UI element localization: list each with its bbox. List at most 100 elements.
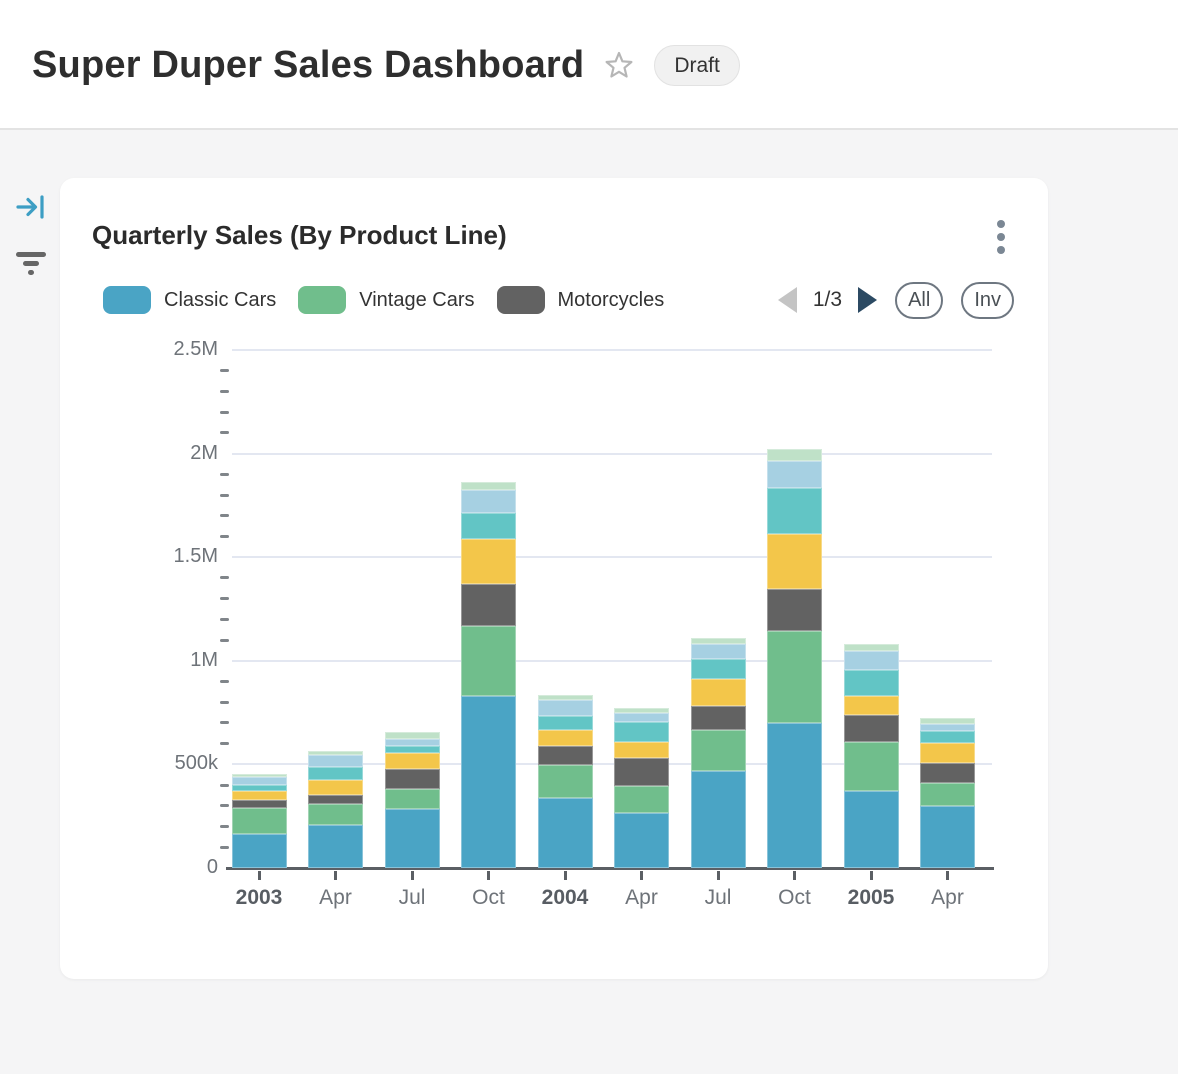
bar-segment-unlabeled-yellow-series[interactable] [920, 743, 975, 763]
bar-segment-unlabeled-lightblue-series[interactable] [767, 461, 822, 489]
bar-segment-motorcycles[interactable] [461, 584, 516, 626]
x-axis-tick [946, 871, 949, 880]
collapse-panel-icon[interactable] [14, 190, 48, 224]
status-badge[interactable]: Draft [654, 44, 740, 87]
bar-segment-classic-cars[interactable] [690, 771, 746, 868]
legend-item-classic-cars[interactable]: Classic Cars [103, 286, 276, 314]
y-axis-tick-label: 0 [206, 856, 218, 878]
bar-segment-classic-cars[interactable] [920, 806, 975, 868]
bar-segment-vintage-cars[interactable] [614, 785, 669, 814]
bar-segment-classic-cars[interactable] [308, 824, 363, 868]
bar-segment-unlabeled-yellow-series[interactable] [690, 678, 746, 706]
legend-label: Motorcycles [557, 288, 665, 311]
bar-segment-unlabeled-teal-series[interactable] [384, 746, 440, 754]
bar-segment-unlabeled-palegreen-series[interactable] [843, 644, 899, 652]
legend-invert-button[interactable]: Inv [961, 281, 1014, 319]
bar-segment-motorcycles[interactable] [384, 768, 440, 790]
bar-segment-vintage-cars[interactable] [920, 783, 975, 807]
bar-segment-unlabeled-lightblue-series[interactable] [843, 651, 899, 671]
bar-segment-unlabeled-teal-series[interactable] [537, 715, 593, 731]
x-axis-tick [640, 871, 643, 880]
bar-segment-vintage-cars[interactable] [461, 626, 516, 696]
bar-segment-motorcycles[interactable] [537, 746, 593, 765]
chart-title: Quarterly Sales (By Product Line) [92, 220, 507, 250]
bar-segment-unlabeled-palegreen-series[interactable] [614, 708, 669, 713]
legend-next-page-icon[interactable] [858, 287, 878, 313]
bar-segment-unlabeled-lightblue-series[interactable] [614, 712, 669, 723]
bar-segment-unlabeled-lightblue-series[interactable] [384, 738, 440, 747]
bar-segment-motorcycles[interactable] [767, 588, 822, 631]
bar-segment-unlabeled-palegreen-series[interactable] [384, 732, 440, 739]
bar-segment-unlabeled-yellow-series[interactable] [461, 539, 516, 585]
bar-segment-classic-cars[interactable] [231, 833, 287, 868]
favorite-star-icon[interactable] [602, 49, 636, 83]
bar-segment-motorcycles[interactable] [690, 705, 746, 731]
x-axis-tick [487, 871, 490, 880]
bar-segment-unlabeled-yellow-series[interactable] [537, 730, 593, 747]
bar-segment-classic-cars[interactable] [537, 798, 593, 868]
x-axis-category-label: Apr [319, 886, 352, 909]
bar-segment-unlabeled-teal-series[interactable] [614, 722, 669, 743]
bar-segment-vintage-cars[interactable] [384, 789, 440, 810]
bar-segment-motorcycles[interactable] [614, 758, 669, 786]
bar-segment-motorcycles[interactable] [231, 799, 287, 809]
bar-segment-unlabeled-teal-series[interactable] [231, 784, 287, 791]
bar-segment-motorcycles[interactable] [920, 762, 975, 784]
bar-segment-vintage-cars[interactable] [231, 808, 287, 834]
page-title: Super Duper Sales Dashboard [32, 44, 585, 86]
bar-segment-unlabeled-yellow-series[interactable] [767, 534, 822, 589]
bar-segment-classic-cars[interactable] [843, 790, 899, 868]
legend-item-motorcycles[interactable]: Motorcycles [496, 286, 665, 314]
filter-icon[interactable] [14, 246, 48, 280]
bar-segment-unlabeled-lightblue-series[interactable] [920, 723, 975, 732]
bar-segment-classic-cars[interactable] [614, 813, 669, 868]
bar-segment-vintage-cars[interactable] [767, 630, 822, 723]
bar-segment-motorcycles[interactable] [843, 714, 899, 743]
bar-segment-unlabeled-lightblue-series[interactable] [537, 700, 593, 716]
y-axis-minor-tick [220, 742, 229, 746]
bar-segment-unlabeled-teal-series[interactable] [767, 488, 822, 534]
bar-segment-unlabeled-yellow-series[interactable] [614, 742, 669, 758]
bar-segment-unlabeled-lightblue-series[interactable] [231, 777, 287, 785]
bar-segment-unlabeled-yellow-series[interactable] [843, 695, 899, 715]
bar-segment-unlabeled-teal-series[interactable] [843, 670, 899, 696]
legend-prev-page-icon[interactable] [777, 287, 797, 313]
x-axis-tick [410, 871, 414, 880]
bar-segment-unlabeled-palegreen-series[interactable] [231, 774, 287, 778]
bar-segment-unlabeled-lightblue-series[interactable] [690, 644, 746, 659]
bar-segment-unlabeled-teal-series[interactable] [461, 513, 516, 540]
bar-segment-motorcycles[interactable] [308, 794, 363, 804]
bar-segment-unlabeled-lightblue-series[interactable] [308, 755, 363, 768]
bar-segment-vintage-cars[interactable] [537, 764, 593, 799]
y-axis-minor-tick [220, 431, 229, 435]
y-axis-minor-tick [220, 493, 229, 497]
bar-segment-unlabeled-teal-series[interactable] [690, 658, 746, 679]
x-axis-category-label: 2003 [235, 886, 283, 909]
bar-segment-unlabeled-lightblue-series[interactable] [461, 489, 516, 514]
x-axis-tick [257, 871, 261, 880]
y-axis-tick-label: 2M [190, 441, 218, 464]
bar-segment-vintage-cars[interactable] [308, 803, 363, 825]
bar-segment-unlabeled-yellow-series[interactable] [384, 753, 440, 769]
y-axis-minor-tick [220, 514, 229, 518]
bar-segment-unlabeled-palegreen-series[interactable] [767, 448, 822, 462]
x-axis-category-label: Apr [931, 886, 964, 909]
bar-segment-unlabeled-palegreen-series[interactable] [537, 694, 593, 701]
bar-segment-unlabeled-teal-series[interactable] [308, 767, 363, 780]
bar-segment-classic-cars[interactable] [384, 809, 440, 868]
gridline [232, 556, 992, 559]
bar-segment-unlabeled-palegreen-series[interactable] [690, 637, 746, 645]
legend-select-all-button[interactable]: All [895, 281, 944, 319]
kebab-menu-icon[interactable] [990, 220, 1012, 254]
bar-segment-unlabeled-palegreen-series[interactable] [461, 481, 516, 490]
bar-segment-unlabeled-yellow-series[interactable] [308, 779, 363, 795]
legend-item-vintage-cars[interactable]: Vintage Cars [298, 286, 475, 314]
bar-segment-vintage-cars[interactable] [690, 730, 746, 772]
bar-segment-classic-cars[interactable] [767, 722, 822, 868]
bar-segment-unlabeled-palegreen-series[interactable] [920, 718, 975, 724]
bar-segment-vintage-cars[interactable] [843, 742, 899, 791]
bar-segment-unlabeled-yellow-series[interactable] [231, 790, 287, 800]
bar-segment-unlabeled-palegreen-series[interactable] [308, 751, 363, 756]
bar-segment-unlabeled-teal-series[interactable] [920, 731, 975, 744]
bar-segment-classic-cars[interactable] [461, 695, 516, 868]
